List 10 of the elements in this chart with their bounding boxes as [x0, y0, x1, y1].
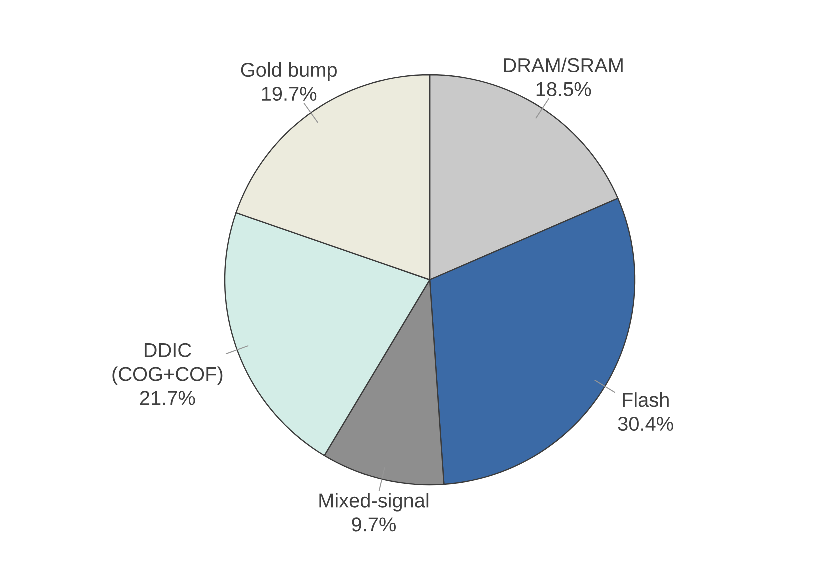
slice-label: Gold bump — [241, 62, 337, 82]
data-label: 9.7% — [352, 518, 396, 532]
slice-label: Flash — [623, 392, 669, 408]
data-label: 30.4% — [618, 416, 674, 432]
slice-label: Mixed-signal — [320, 493, 429, 512]
slice-label: DRAM/SRAM — [504, 58, 623, 73]
slice-label: DDIC (COG+COF) — [112, 343, 223, 386]
data-label: 18.5% — [536, 82, 592, 96]
data-label: 21.7% — [140, 391, 196, 406]
data-label: 19.7% — [262, 86, 317, 102]
